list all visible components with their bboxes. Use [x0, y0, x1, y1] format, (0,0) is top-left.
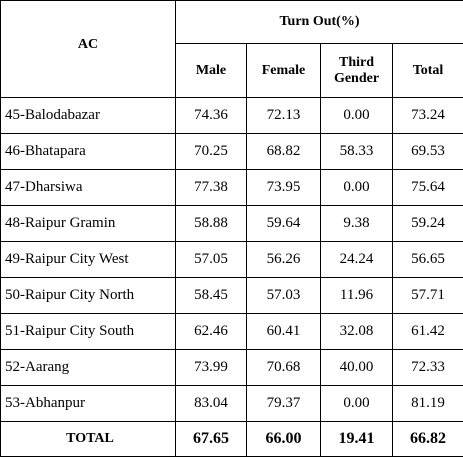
header-cell: Total [393, 44, 463, 98]
value-cell: 68.82 [247, 134, 321, 170]
value-cell: 73.99 [176, 350, 247, 386]
value-cell: 73.24 [393, 98, 463, 134]
ac-cell: 45-Balodabazar [1, 98, 176, 134]
value-cell: 9.38 [321, 206, 393, 242]
total-value: 67.65 [176, 422, 247, 457]
value-cell: 70.68 [247, 350, 321, 386]
ac-cell: 47-Dharsiwa [1, 170, 176, 206]
total-value: 19.41 [321, 422, 393, 457]
ac-cell: 53-Abhanpur [1, 386, 176, 422]
value-cell: 72.13 [247, 98, 321, 134]
value-cell: 0.00 [321, 386, 393, 422]
ac-cell: 52-Aarang [1, 350, 176, 386]
value-cell: 40.00 [321, 350, 393, 386]
value-cell: 11.96 [321, 278, 393, 314]
value-cell: 58.45 [176, 278, 247, 314]
header-cell: AC [1, 1, 176, 98]
value-cell: 57.71 [393, 278, 463, 314]
value-cell: 56.26 [247, 242, 321, 278]
value-cell: 70.25 [176, 134, 247, 170]
total-value: 66.00 [247, 422, 321, 457]
total-label: TOTAL [1, 422, 176, 457]
value-cell: 60.41 [247, 314, 321, 350]
value-cell: 57.03 [247, 278, 321, 314]
value-cell: 77.38 [176, 170, 247, 206]
value-cell: 74.36 [176, 98, 247, 134]
value-cell: 58.33 [321, 134, 393, 170]
value-cell: 81.19 [393, 386, 463, 422]
value-cell: 59.64 [247, 206, 321, 242]
value-cell: 73.95 [247, 170, 321, 206]
value-cell: 0.00 [321, 170, 393, 206]
value-cell: 57.05 [176, 242, 247, 278]
ac-cell: 46-Bhatapara [1, 134, 176, 170]
value-cell: 62.46 [176, 314, 247, 350]
total-value: 66.82 [393, 422, 463, 457]
value-cell: 69.53 [393, 134, 463, 170]
header-cell: Male [176, 44, 247, 98]
value-cell: 0.00 [321, 98, 393, 134]
header-cell: Female [247, 44, 321, 98]
value-cell: 59.24 [393, 206, 463, 242]
ac-cell: 49-Raipur City West [1, 242, 176, 278]
header-cell: Third Gender [321, 44, 393, 98]
ac-cell: 50-Raipur City North [1, 278, 176, 314]
value-cell: 58.88 [176, 206, 247, 242]
ac-cell: 48-Raipur Gramin [1, 206, 176, 242]
ac-cell: 51-Raipur City South [1, 314, 176, 350]
value-cell: 72.33 [393, 350, 463, 386]
value-cell: 56.65 [393, 242, 463, 278]
value-cell: 75.64 [393, 170, 463, 206]
value-cell: 24.24 [321, 242, 393, 278]
value-cell: 32.08 [321, 314, 393, 350]
value-cell: 79.37 [247, 386, 321, 422]
value-cell: 83.04 [176, 386, 247, 422]
value-cell: 61.42 [393, 314, 463, 350]
header-group: Turn Out(%) [176, 1, 463, 44]
